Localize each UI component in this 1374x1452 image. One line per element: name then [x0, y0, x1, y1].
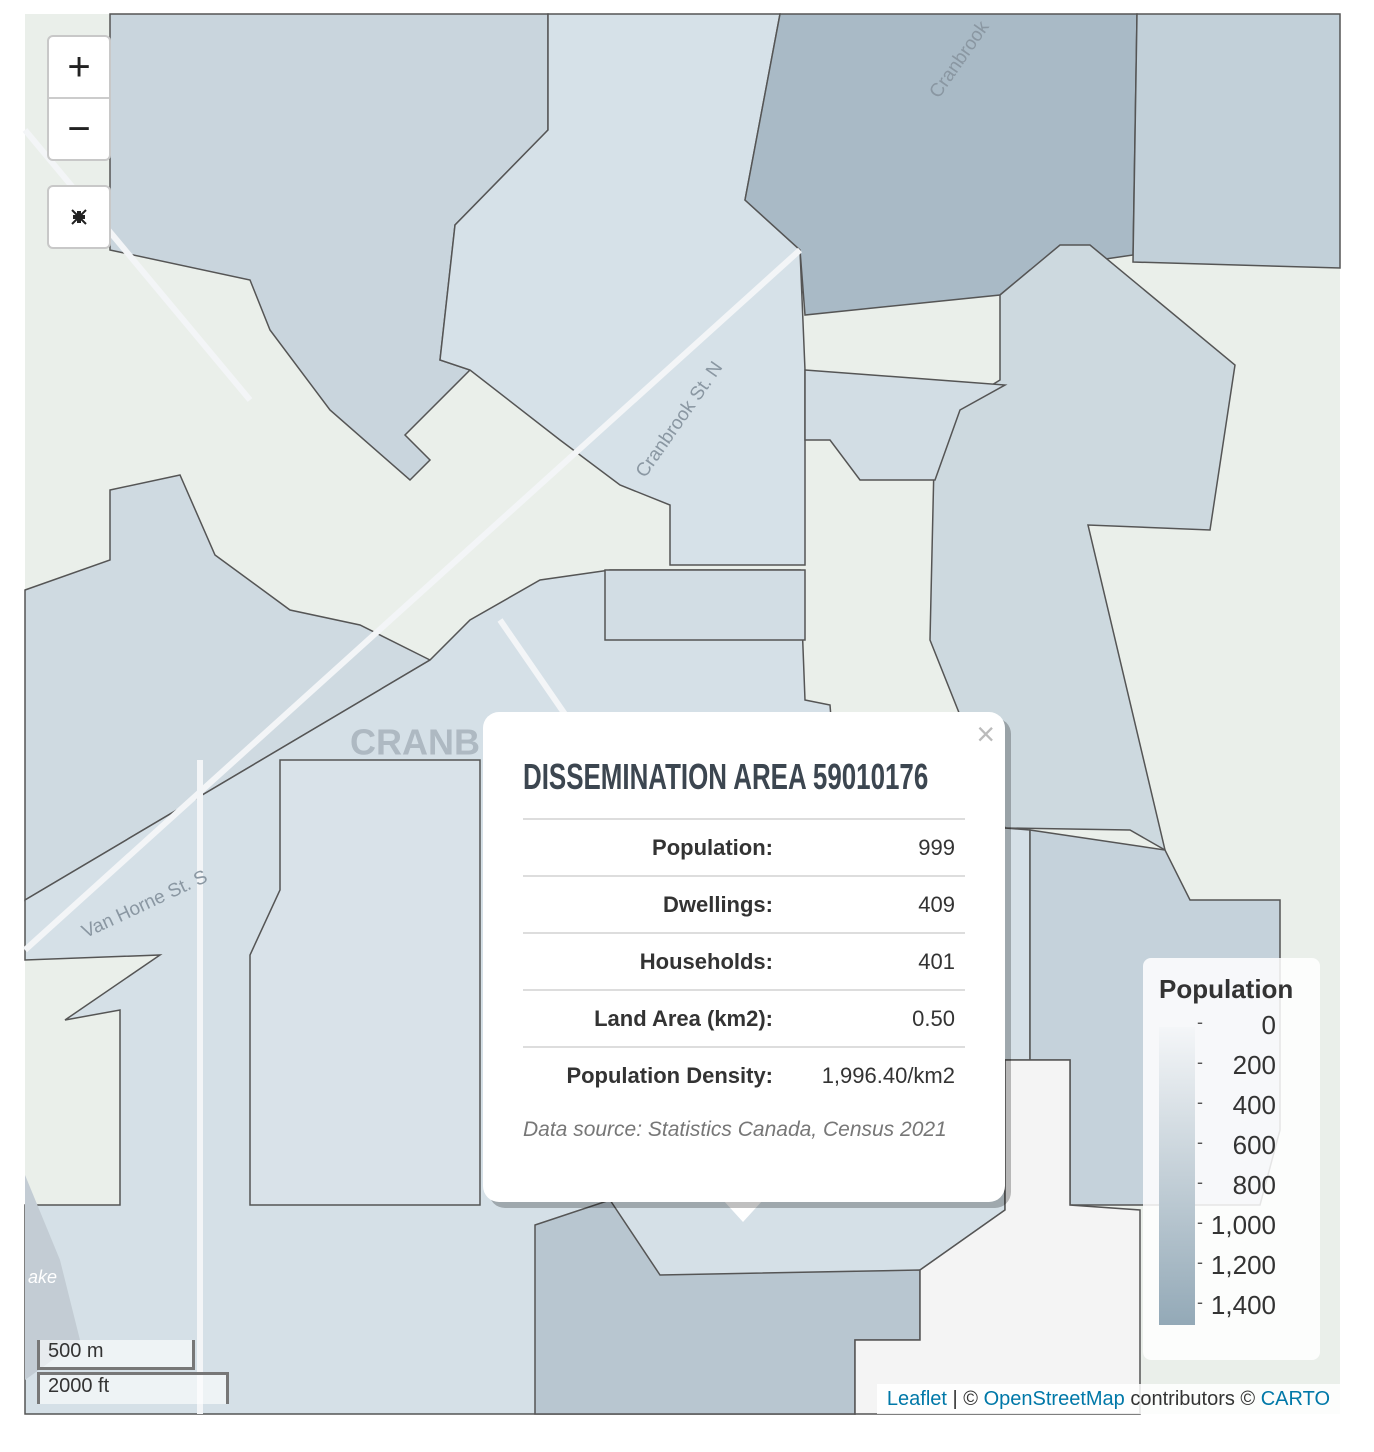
row-label: Households:	[639, 948, 773, 974]
town-label: CRANB	[350, 722, 480, 763]
legend-title: Population	[1159, 974, 1294, 1004]
scale-imperial: 2000 ft	[37, 1372, 229, 1404]
popup-close[interactable]: ×	[976, 716, 995, 752]
legend-tick: -	[1197, 1172, 1203, 1192]
link[interactable]: OpenStreetMap	[983, 1388, 1125, 1410]
legend-tick: -	[1197, 1052, 1203, 1072]
zoom-control: + −	[47, 35, 111, 161]
legend-label: 1,400	[1210, 1290, 1276, 1320]
zoom-in[interactable]: +	[49, 37, 109, 99]
legend-label: 400	[1232, 1090, 1276, 1120]
popup-source: Data source: Statistics Canada, Census 2…	[523, 1118, 947, 1141]
legend: Population -0-200-400-600-800-1,000-1,20…	[1143, 958, 1320, 1360]
area[interactable]	[249, 759, 481, 1206]
area[interactable]	[1132, 13, 1341, 269]
popup-row: Land Area (km2): 0.50	[523, 989, 965, 1046]
legend-tick: -	[1197, 1012, 1203, 1032]
area[interactable]	[854, 1059, 1141, 1415]
row-value: 0.50	[912, 1005, 955, 1031]
text: | ©	[952, 1388, 979, 1410]
row-value: 401	[918, 948, 955, 974]
legend-label: 0	[1261, 1010, 1276, 1040]
zoom-out[interactable]: −	[67, 106, 91, 151]
row-label: Land Area (km2):	[594, 1005, 773, 1031]
attribution: Leaflet | © OpenStreetMap contributors ©…	[876, 1384, 1340, 1414]
legend-tick: -	[1197, 1212, 1203, 1232]
legend-label: 1,000	[1210, 1210, 1276, 1240]
popup-title: DISSEMINATION AREA 59010176	[523, 756, 929, 797]
row-label: Dwellings:	[662, 891, 773, 917]
row-label: Population Density:	[566, 1062, 773, 1088]
popup-tip	[723, 1200, 763, 1222]
area[interactable]	[804, 369, 1008, 481]
row-value: 409	[918, 891, 955, 917]
popup-table: Population: 999 Dwellings: 409 Households: 40…	[523, 818, 965, 1103]
lake	[25, 1175, 80, 1380]
popup: × DISSEMINATION AREA 59010176 Population…	[483, 712, 1005, 1202]
link[interactable]: CARTO	[1260, 1388, 1330, 1410]
legend-label: 200	[1232, 1050, 1276, 1080]
link[interactable]: Leaflet	[886, 1388, 947, 1410]
text: contributors ©	[1130, 1388, 1256, 1410]
legend-label: 800	[1232, 1170, 1276, 1200]
popup-row: Population Density: 1,996.40/km2	[523, 1046, 965, 1103]
legend-label: 1,200	[1210, 1250, 1276, 1280]
area[interactable]	[604, 569, 806, 641]
popup-row: Households: 401	[523, 932, 965, 989]
fullscreen-icon	[71, 209, 87, 225]
legend-tick: -	[1197, 1132, 1203, 1152]
row-value: 1,996.40/km2	[821, 1062, 955, 1088]
scale-metric: 500 m	[37, 1340, 195, 1370]
legend-gradient	[1159, 1027, 1195, 1325]
legend-tick: -	[1197, 1252, 1203, 1272]
legend-tick: -	[1197, 1092, 1203, 1112]
popup-row: Dwellings: 409	[523, 875, 965, 932]
popup-row: Population: 999	[523, 818, 965, 875]
legend-tick: -	[1197, 1292, 1203, 1312]
row-value: 999	[918, 834, 955, 860]
fullscreen-button[interactable]	[47, 185, 111, 249]
legend-label: 600	[1232, 1130, 1276, 1160]
lake-label: ake	[28, 1267, 57, 1287]
row-label: Population:	[652, 834, 773, 860]
